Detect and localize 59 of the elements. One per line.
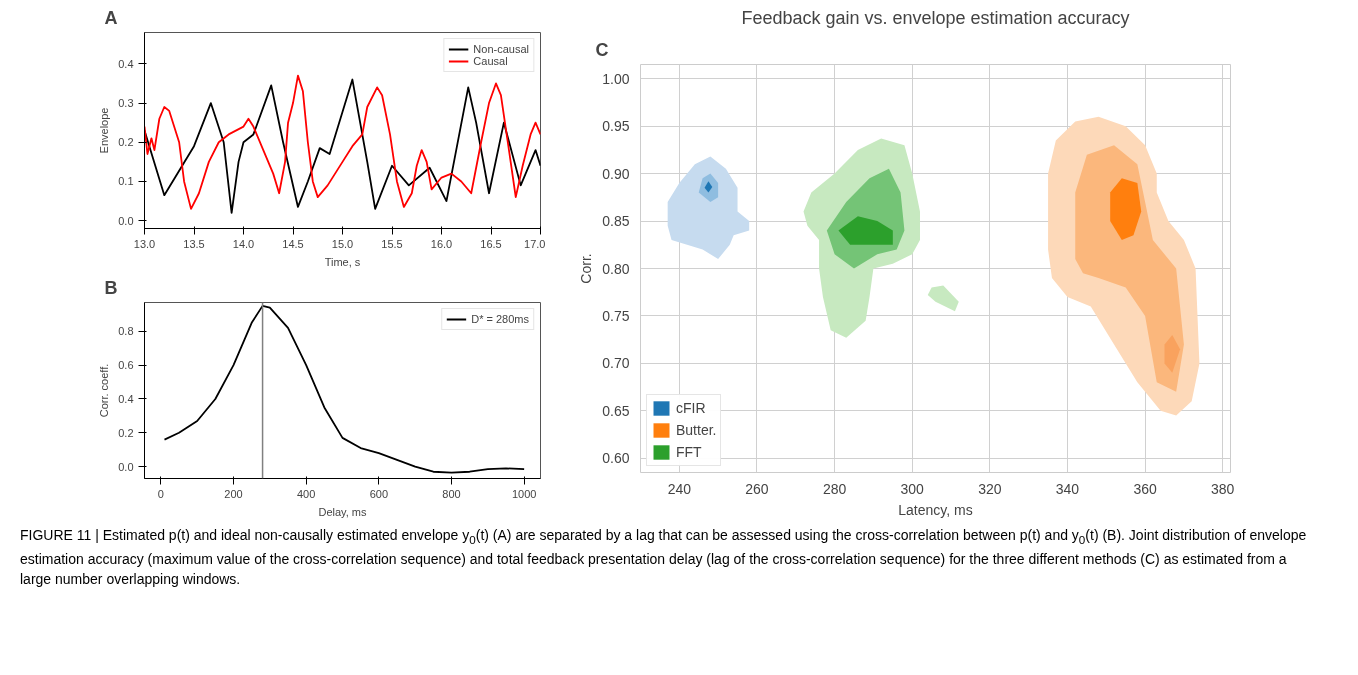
y-tick-label: 0.8	[118, 325, 134, 338]
y-axis-title: Corr.	[578, 253, 595, 284]
x-tick-label: 15.5	[381, 237, 403, 250]
y-tick-label: 0.90	[602, 165, 630, 182]
y-tick-label: 0.70	[602, 355, 630, 372]
x-tick-label: 1000	[511, 487, 537, 500]
y-tick-label: 0.85	[602, 213, 630, 230]
x-tick-label: 320	[978, 480, 1002, 497]
y-tick-label: 0.0	[118, 214, 134, 227]
x-tick-label: 280	[822, 480, 847, 497]
legend-label: Butter.	[676, 422, 717, 438]
y-tick-label: 0.4	[118, 57, 134, 70]
x-tick-label: 600	[369, 487, 389, 500]
x-axis-title: Latency, ms	[898, 501, 973, 518]
y-tick-label: 0.4	[118, 392, 134, 405]
x-tick-label: 380	[1211, 480, 1235, 497]
x-tick-label: 16.5	[480, 237, 502, 250]
x-tick-label: 17.0	[524, 237, 546, 250]
x-tick-label: 300	[900, 480, 925, 497]
x-tick-label: 200	[224, 487, 243, 500]
legend-label: D* = 280ms	[471, 313, 529, 325]
y-tick-label: 0.75	[602, 307, 630, 324]
x-tick-label: 340	[1055, 480, 1080, 497]
x-tick-label: 0	[157, 487, 164, 500]
x-tick-label: 360	[1133, 480, 1157, 497]
caption: FIGURE 11 | Estimated p(t) and ideal non-causally estimated envelope y$_{0}$(t) (A) are separated by a lag that can be assessed using the cross-correlation between p(t) and y$_{0}$(t) (B). Joint distribution of envelope estimation accuracy (maximum value of the cross-correlation sequence) and total feedback presentation delay (lag of the cross-correlation sequence) for the three different methods (C) as estimated from a large number overlapping windows.	[20, 526, 1308, 589]
chart-title: B	[104, 277, 118, 298]
legend-label: Causal	[473, 55, 508, 67]
y-tick-label: 0.1	[118, 175, 134, 188]
x-tick-label: 14.5	[282, 237, 304, 250]
y-tick-label: 0.2	[118, 426, 134, 439]
y-tick-label: 0.80	[602, 260, 630, 277]
y-axis-title: Corr. coeff.	[98, 363, 111, 418]
y-tick-label: 0.95	[602, 118, 630, 135]
chart-title: Feedback gain vs. envelope estimation accuracy	[741, 7, 1130, 28]
x-tick-label: 800	[442, 487, 461, 500]
x-tick-label: 13.0	[133, 237, 156, 250]
x-tick-label: 240	[667, 480, 692, 497]
x-tick-label: 15.0	[331, 237, 354, 250]
y-tick-label: 0.2	[118, 136, 134, 149]
legend-label: cFIR	[676, 400, 706, 416]
text: C	[595, 39, 609, 60]
x-tick-label: 14.0	[232, 237, 255, 250]
x-axis-title: Delay, ms	[318, 505, 368, 518]
y-axis-title: Envelope	[98, 107, 111, 154]
y-tick-label: 0.0	[118, 460, 134, 473]
x-tick-label: 260	[745, 480, 769, 497]
y-tick-label: 0.3	[118, 97, 134, 110]
legend-label: FFT	[676, 444, 702, 460]
x-tick-label: 13.5	[183, 237, 205, 250]
y-tick-label: 0.65	[602, 402, 630, 419]
y-tick-label: 1.00	[602, 70, 630, 87]
chart-title: A	[104, 7, 118, 28]
y-tick-label: 0.60	[602, 450, 630, 467]
x-tick-label: 400	[296, 487, 316, 500]
x-axis-title: Time, s	[324, 255, 361, 268]
x-tick-label: 16.0	[430, 237, 453, 250]
legend-label: Non-causal	[473, 43, 529, 55]
y-tick-label: 0.6	[118, 359, 134, 372]
